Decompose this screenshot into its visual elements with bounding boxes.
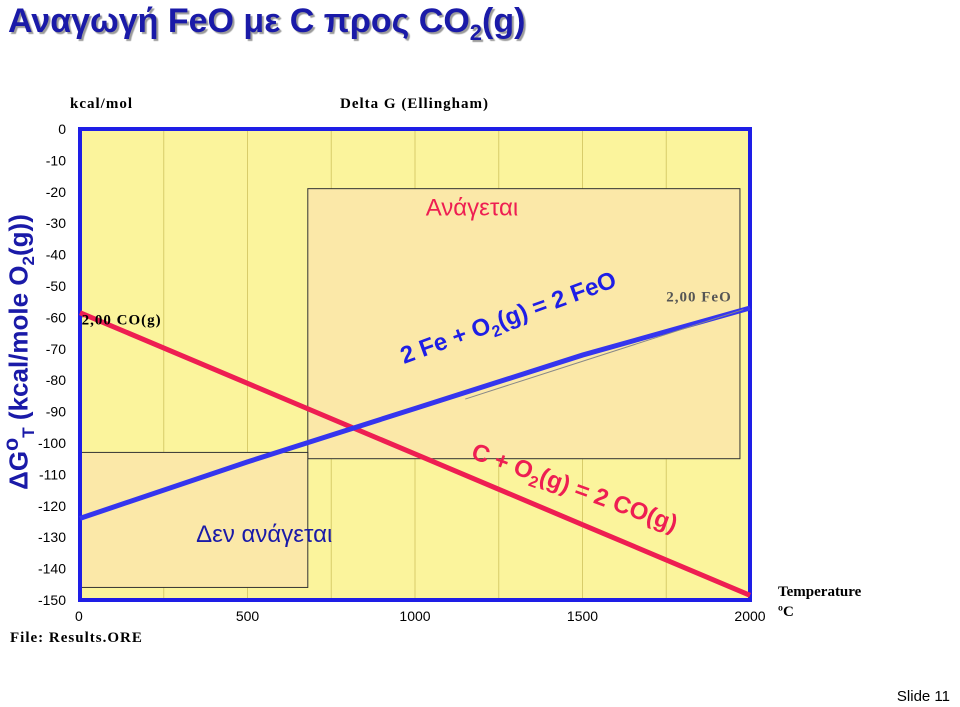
series-label-feo: 2,00 FeO	[666, 290, 732, 306]
region-box-reduces	[307, 188, 741, 460]
x-tick-label: 500	[236, 608, 260, 624]
y-tick-label: -140	[38, 561, 66, 577]
x-tick-label: 2000	[734, 608, 765, 624]
series-line-feo	[79, 305, 751, 521]
x-tick-label: 0	[75, 608, 83, 624]
y-tick-label: -120	[38, 498, 66, 514]
x-tick-label: 1500	[567, 608, 598, 624]
leader-line	[465, 309, 744, 400]
y-tick-label: -80	[46, 372, 66, 388]
y-tick-label: -110	[39, 466, 66, 482]
region-label-reduces: Ανάγεται	[426, 195, 519, 222]
y-tick-labels: 0 -10 -20 -30 -40 -50 -60 -70 -80 -90 -100 -110 -120…	[38, 121, 66, 608]
chart-title: Delta G (Ellingham)	[340, 96, 489, 112]
y-tick-label: -10	[46, 152, 66, 168]
y-tick-label: -150	[38, 592, 66, 608]
y-tick-label: -70	[46, 341, 66, 357]
x-axis-unit: Temperature ºC	[778, 584, 862, 620]
series-label-co: 2,00 CO(g)	[82, 313, 162, 329]
slide-title: Αναγωγή FeO με C προς CO2(g)	[8, 2, 526, 45]
y-tick-label: 0	[58, 121, 66, 137]
y-tick-label: -50	[46, 278, 66, 294]
x-tick-labels: 0 500 1000 1500 2000	[75, 608, 766, 624]
region-box-not-reduces	[79, 451, 309, 588]
file-label: File: Results.ORE	[10, 630, 143, 646]
region-label-not-reduces: Δεν ανάγεται	[196, 521, 332, 548]
series-line-co	[79, 310, 751, 598]
units-label: kcal/mol	[70, 96, 133, 112]
y-tick-label: -60	[46, 309, 66, 325]
y-tick-label: -20	[46, 184, 66, 200]
series-lines	[79, 305, 751, 598]
y-tick-label: -100	[38, 435, 66, 451]
x-tick-label: 1000	[399, 608, 430, 624]
y-tick-label: -30	[46, 215, 66, 231]
plot-frame	[78, 127, 752, 602]
slide-number: Slide 11	[896, 688, 950, 705]
y-tick-label: -130	[38, 529, 66, 545]
y-tick-label: -90	[46, 404, 66, 420]
y-tick-label: -40	[46, 247, 66, 263]
